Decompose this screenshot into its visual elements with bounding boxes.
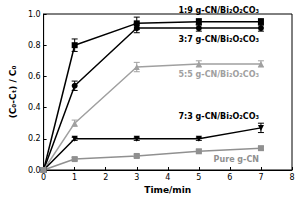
svg-text:3:7 g-CN/Bi₂O₂CO₃: 3:7 g-CN/Bi₂O₂CO₃ xyxy=(178,35,259,44)
svg-text:4: 4 xyxy=(165,173,170,182)
svg-text:0.4: 0.4 xyxy=(28,103,41,112)
svg-text:8: 8 xyxy=(289,173,294,182)
svg-text:Time/min: Time/min xyxy=(144,185,191,195)
svg-text:1:9 g-CN/Bi₂O₂CO₃: 1:9 g-CN/Bi₂O₂CO₃ xyxy=(178,6,259,15)
svg-text:0.0: 0.0 xyxy=(28,166,41,175)
svg-text:0: 0 xyxy=(41,173,46,182)
svg-text:5:5 g-CN/Bi₂O₂CO₃: 5:5 g-CN/Bi₂O₂CO₃ xyxy=(178,70,259,79)
svg-text:1.0: 1.0 xyxy=(28,10,41,19)
svg-text:0.2: 0.2 xyxy=(28,134,41,143)
svg-text:Pure g-CN: Pure g-CN xyxy=(214,155,259,164)
svg-text:2: 2 xyxy=(103,173,108,182)
svg-text:7: 7 xyxy=(258,173,263,182)
svg-text:(C₀-Cₜ) / C₀: (C₀-Cₜ) / C₀ xyxy=(8,66,18,119)
svg-text:1: 1 xyxy=(72,173,77,182)
svg-text:7:3 g-CN/Bi₂O₂CO₃: 7:3 g-CN/Bi₂O₂CO₃ xyxy=(178,112,259,121)
svg-text:6: 6 xyxy=(227,173,232,182)
svg-text:0.8: 0.8 xyxy=(28,41,41,50)
svg-text:5: 5 xyxy=(196,173,201,182)
svg-text:3: 3 xyxy=(134,173,139,182)
svg-text:0.6: 0.6 xyxy=(28,72,41,81)
